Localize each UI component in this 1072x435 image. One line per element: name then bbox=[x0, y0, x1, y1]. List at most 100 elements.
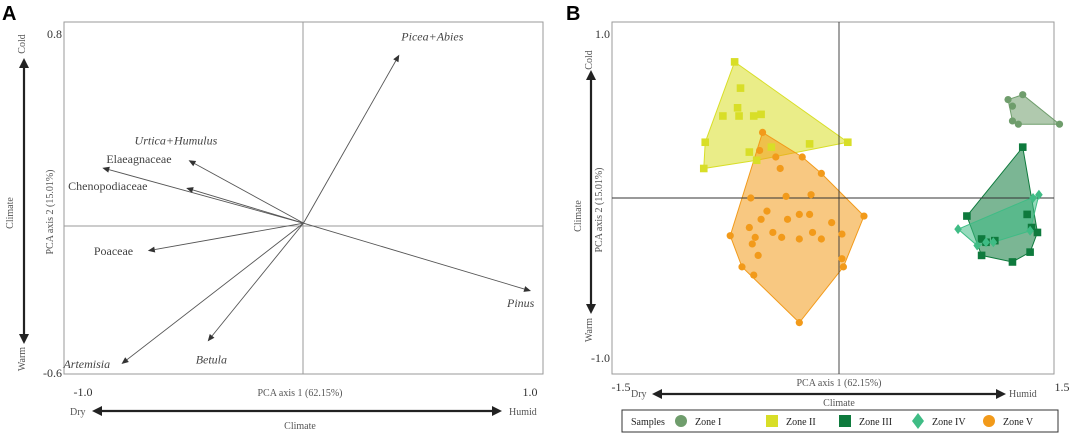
b-ytick-min: -1.0 bbox=[591, 351, 610, 365]
point-zone-ii-6 bbox=[749, 112, 758, 120]
vector-artemisia bbox=[126, 222, 304, 361]
b-warm-label: Warm bbox=[584, 318, 595, 342]
point-zone-v-12 bbox=[806, 210, 814, 218]
point-zone-iii-5 bbox=[1027, 223, 1036, 232]
point-zone-v-6 bbox=[817, 169, 825, 177]
b-points bbox=[699, 58, 1064, 327]
point-zone-ii-13 bbox=[805, 140, 814, 148]
point-zone-iii-1 bbox=[1018, 143, 1027, 151]
point-zone-ii-1 bbox=[730, 58, 739, 66]
point-zone-v-25 bbox=[808, 228, 817, 237]
point-zone-ii-9 bbox=[745, 148, 754, 156]
vector-poaceae-arrowhead bbox=[147, 246, 156, 253]
a-climate-x-arrowhead-right bbox=[492, 406, 502, 416]
point-zone-v-32 bbox=[795, 319, 803, 327]
vector-label-poaceae: Poaceae bbox=[94, 244, 133, 258]
point-zone-iii-9 bbox=[1008, 258, 1017, 266]
point-zone-v-18 bbox=[751, 233, 759, 241]
a-ylabel: PCA axis 2 (15.01%) bbox=[45, 170, 56, 255]
vector-label-pinus: Pinus bbox=[506, 296, 535, 310]
a-warm-label: Warm bbox=[17, 347, 28, 371]
point-zone-v-17 bbox=[726, 232, 734, 240]
b-legend-title: Samples bbox=[631, 417, 665, 428]
point-zone-iv-2 bbox=[1035, 189, 1043, 200]
point-zone-v-26 bbox=[860, 212, 868, 220]
a-climate-x-label: Climate bbox=[284, 421, 316, 432]
b-hulls bbox=[703, 61, 1061, 324]
point-zone-iv-4 bbox=[973, 240, 981, 251]
vector-elaeagnaceae bbox=[108, 169, 304, 224]
point-zone-v-11 bbox=[795, 210, 803, 218]
point-zone-iv-5 bbox=[982, 237, 990, 248]
point-zone-v-23 bbox=[754, 251, 762, 259]
b-xtick-min: -1.5 bbox=[612, 380, 631, 394]
vector-label-elaeagnaceae: Elaeagnaceae bbox=[106, 152, 171, 166]
legend-label-zone-iii: Zone III bbox=[859, 417, 892, 428]
point-zone-v-15 bbox=[757, 215, 765, 223]
point-zone-v-7 bbox=[807, 191, 815, 199]
a-ytick-min: -0.6 bbox=[43, 366, 62, 380]
a-climate-y-arrowhead-top bbox=[19, 58, 29, 68]
point-zone-iii-10 bbox=[977, 251, 986, 260]
point-zone-v-28 bbox=[838, 255, 846, 263]
legend-label-zone-ii: Zone II bbox=[786, 417, 816, 428]
point-zone-i-2 bbox=[1019, 91, 1027, 99]
vector-urtica-humulus-arrowhead bbox=[188, 160, 197, 167]
point-zone-v-19 bbox=[748, 240, 756, 248]
vector-pinus bbox=[303, 222, 525, 290]
b-dry-label: Dry bbox=[631, 389, 647, 400]
point-zone-ii-8 bbox=[701, 138, 710, 147]
a-xlabel: PCA axis 1 (62.15%) bbox=[258, 388, 343, 399]
point-zone-v-3 bbox=[772, 153, 780, 161]
b-legend-items: Zone I Zone II Zone III Zone IV Zone V bbox=[675, 413, 1034, 429]
point-zone-ii-2 bbox=[736, 84, 745, 92]
b-ytick-max: 1.0 bbox=[595, 27, 610, 41]
point-zone-ii-7 bbox=[757, 110, 765, 119]
vector-label-urtica-humulus: Urtica+Humulus bbox=[135, 133, 218, 147]
panel-a-chart: Picea+Abies Urtica+Humulus Elaeagnaceae Che… bbox=[5, 21, 544, 432]
point-zone-v-10 bbox=[763, 207, 771, 215]
legend-marker-zone-ii bbox=[766, 415, 778, 427]
point-zone-v-13 bbox=[783, 215, 792, 223]
legend-marker-zone-v bbox=[983, 415, 995, 427]
panel-b-letter: B bbox=[566, 3, 580, 25]
legend-marker-zone-iv bbox=[912, 413, 924, 429]
a-cold-label: Cold bbox=[17, 34, 28, 53]
b-cold-label: Cold bbox=[584, 50, 595, 69]
vector-label-picea-abies: Picea+Abies bbox=[400, 30, 463, 44]
b-climate-y-arrowhead-bottom bbox=[586, 304, 596, 314]
point-zone-ii-12 bbox=[699, 164, 708, 173]
b-humid-label: Humid bbox=[1009, 389, 1037, 400]
point-zone-v-20 bbox=[778, 233, 786, 241]
point-zone-iv-1 bbox=[1029, 193, 1037, 203]
b-legend: Samples Zone I Zone II Zone III Zone IV Zone… bbox=[621, 409, 1059, 433]
vector-urtica-humulus bbox=[194, 163, 304, 224]
point-zone-iii-4 bbox=[1023, 210, 1031, 219]
legend-label-zone-v: Zone V bbox=[1003, 417, 1034, 428]
point-zone-i-3 bbox=[1008, 102, 1017, 110]
b-xtick-max: 1.5 bbox=[1055, 380, 1070, 394]
point-zone-iv-6 bbox=[1026, 225, 1034, 236]
point-zone-i-5 bbox=[1008, 117, 1017, 125]
point-zone-v-31 bbox=[839, 263, 848, 271]
legend-marker-zone-iii bbox=[839, 415, 851, 427]
a-vectors: Picea+Abies Urtica+Humulus Elaeagnaceae Che… bbox=[62, 30, 534, 371]
legend-label-zone-i: Zone I bbox=[695, 417, 721, 428]
point-zone-ii-4 bbox=[719, 112, 727, 120]
point-zone-ii-5 bbox=[735, 112, 743, 120]
point-zone-v-8 bbox=[782, 192, 790, 200]
point-zone-v-9 bbox=[747, 194, 755, 202]
a-humid-label: Humid bbox=[509, 407, 537, 418]
point-zone-ii-14 bbox=[844, 138, 852, 147]
vector-label-chenopodiaceae: Chenopodiaceae bbox=[68, 179, 147, 193]
legend-label-zone-iv: Zone IV bbox=[932, 417, 966, 428]
point-zone-i-4 bbox=[1055, 120, 1064, 128]
point-zone-ii-3 bbox=[733, 104, 742, 112]
b-climate-x-label: Climate bbox=[823, 398, 855, 409]
point-zone-v-16 bbox=[769, 228, 777, 237]
panel-a-letter: A bbox=[2, 3, 16, 25]
legend-marker-zone-i bbox=[675, 415, 687, 427]
a-climate-x-arrowhead-left bbox=[92, 406, 102, 416]
a-ytick-max: 0.8 bbox=[47, 27, 62, 41]
point-zone-v-29 bbox=[738, 263, 746, 271]
